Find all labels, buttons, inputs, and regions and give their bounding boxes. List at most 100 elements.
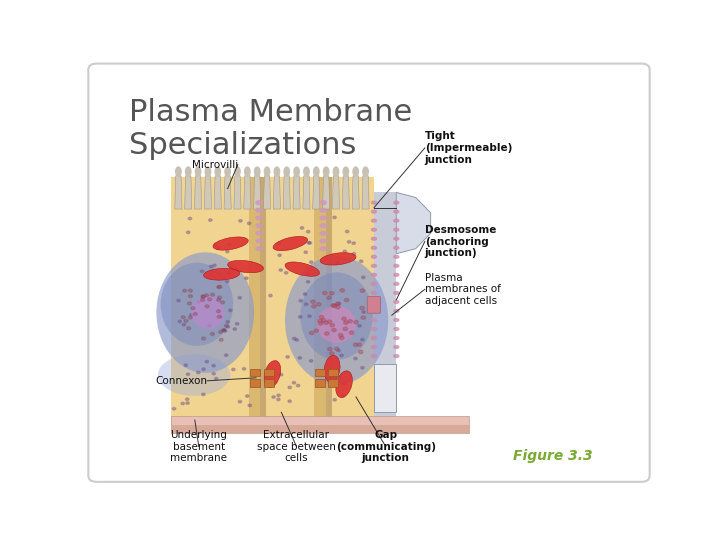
Ellipse shape xyxy=(272,396,275,399)
Ellipse shape xyxy=(225,325,228,327)
Ellipse shape xyxy=(307,281,310,283)
Ellipse shape xyxy=(343,327,348,330)
Ellipse shape xyxy=(394,246,399,249)
Ellipse shape xyxy=(172,408,176,410)
Ellipse shape xyxy=(274,167,279,176)
Ellipse shape xyxy=(362,311,365,313)
Ellipse shape xyxy=(238,296,241,299)
Ellipse shape xyxy=(238,400,242,403)
Ellipse shape xyxy=(285,262,320,276)
Ellipse shape xyxy=(320,208,326,212)
Text: Plasma Membrane: Plasma Membrane xyxy=(129,98,413,127)
Ellipse shape xyxy=(331,303,336,307)
Ellipse shape xyxy=(219,338,223,341)
Ellipse shape xyxy=(217,247,220,249)
Ellipse shape xyxy=(343,382,346,384)
Ellipse shape xyxy=(219,330,222,333)
Ellipse shape xyxy=(317,302,321,306)
Ellipse shape xyxy=(394,228,399,231)
Ellipse shape xyxy=(214,244,217,246)
Ellipse shape xyxy=(232,368,235,371)
Ellipse shape xyxy=(213,237,248,250)
Ellipse shape xyxy=(308,242,312,244)
Ellipse shape xyxy=(394,219,399,222)
Ellipse shape xyxy=(279,269,282,271)
Ellipse shape xyxy=(336,371,352,397)
Ellipse shape xyxy=(323,167,329,176)
Ellipse shape xyxy=(312,305,316,308)
Ellipse shape xyxy=(243,368,246,370)
Ellipse shape xyxy=(318,319,323,322)
Ellipse shape xyxy=(256,247,262,251)
Ellipse shape xyxy=(299,300,302,302)
Ellipse shape xyxy=(372,255,377,258)
Ellipse shape xyxy=(394,201,399,204)
Ellipse shape xyxy=(343,321,348,324)
Ellipse shape xyxy=(332,304,336,307)
Ellipse shape xyxy=(246,395,249,397)
Ellipse shape xyxy=(295,339,299,341)
Ellipse shape xyxy=(256,239,262,243)
Ellipse shape xyxy=(264,361,281,387)
Ellipse shape xyxy=(248,222,251,225)
Ellipse shape xyxy=(323,292,327,295)
Ellipse shape xyxy=(177,299,180,302)
Polygon shape xyxy=(204,176,212,209)
Ellipse shape xyxy=(248,404,251,407)
Text: Connexon: Connexon xyxy=(156,376,207,386)
Ellipse shape xyxy=(217,315,221,318)
Ellipse shape xyxy=(254,167,260,176)
Ellipse shape xyxy=(344,322,347,325)
Ellipse shape xyxy=(320,201,326,205)
Ellipse shape xyxy=(320,253,356,265)
Ellipse shape xyxy=(156,252,254,373)
Ellipse shape xyxy=(186,402,189,404)
Ellipse shape xyxy=(307,231,310,233)
Polygon shape xyxy=(293,176,300,209)
Ellipse shape xyxy=(338,302,341,305)
Ellipse shape xyxy=(228,243,231,246)
FancyBboxPatch shape xyxy=(315,379,325,387)
FancyBboxPatch shape xyxy=(367,296,381,313)
FancyBboxPatch shape xyxy=(315,369,325,376)
Polygon shape xyxy=(303,176,310,209)
Ellipse shape xyxy=(288,400,292,402)
Ellipse shape xyxy=(394,265,399,267)
Ellipse shape xyxy=(363,167,368,176)
Ellipse shape xyxy=(181,316,185,319)
Polygon shape xyxy=(362,176,369,209)
Ellipse shape xyxy=(292,338,296,340)
Ellipse shape xyxy=(184,320,188,322)
Ellipse shape xyxy=(288,386,292,389)
Polygon shape xyxy=(374,192,396,433)
Ellipse shape xyxy=(208,298,212,301)
Ellipse shape xyxy=(394,336,399,340)
Polygon shape xyxy=(171,416,469,433)
Ellipse shape xyxy=(324,321,328,325)
Ellipse shape xyxy=(304,167,309,176)
Ellipse shape xyxy=(300,227,304,229)
Ellipse shape xyxy=(372,346,377,348)
Polygon shape xyxy=(248,177,266,433)
Polygon shape xyxy=(248,177,261,433)
Ellipse shape xyxy=(256,232,262,235)
Ellipse shape xyxy=(372,282,377,285)
Ellipse shape xyxy=(278,254,282,256)
Polygon shape xyxy=(323,176,330,209)
Ellipse shape xyxy=(346,230,349,233)
Ellipse shape xyxy=(284,167,289,176)
Ellipse shape xyxy=(353,167,359,176)
Polygon shape xyxy=(274,176,281,209)
Ellipse shape xyxy=(330,352,334,355)
Ellipse shape xyxy=(205,167,211,176)
Ellipse shape xyxy=(361,316,366,319)
Text: Plasma
membranes of
adjacent cells: Plasma membranes of adjacent cells xyxy=(425,273,500,306)
Ellipse shape xyxy=(245,167,250,176)
Ellipse shape xyxy=(277,394,280,396)
Text: Figure 3.3: Figure 3.3 xyxy=(513,449,593,463)
Ellipse shape xyxy=(328,320,332,323)
Ellipse shape xyxy=(228,272,230,274)
Ellipse shape xyxy=(341,395,345,397)
Ellipse shape xyxy=(306,273,310,275)
FancyBboxPatch shape xyxy=(328,369,338,376)
